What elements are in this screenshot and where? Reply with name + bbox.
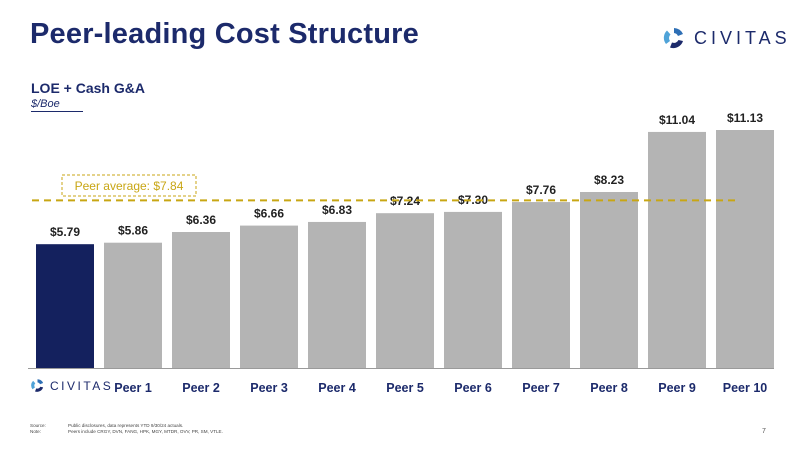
category-label: Peer 8 xyxy=(590,381,628,395)
category-label: Peer 10 xyxy=(723,381,768,395)
bar-peer-1 xyxy=(104,242,162,368)
category-label: Peer 3 xyxy=(250,381,288,395)
category-label: Peer 2 xyxy=(182,381,220,395)
bar-civitas xyxy=(36,244,94,368)
peer-average-label: Peer average: $7.84 xyxy=(75,179,184,193)
bar-peer-5 xyxy=(376,213,434,368)
value-label: $6.83 xyxy=(322,203,352,217)
value-label: $6.66 xyxy=(254,207,284,221)
bar-peer-3 xyxy=(240,225,298,368)
bar-peer-7 xyxy=(512,202,570,368)
source-label: Source: xyxy=(30,423,46,428)
category-label: Peer 7 xyxy=(522,381,560,395)
category-label-civitas: CIVITAS xyxy=(50,378,114,393)
value-label: $11.04 xyxy=(659,113,695,127)
note-text: Peers include CRGY, DVN, FANG, HPK, MGY,… xyxy=(68,429,223,434)
source-text: Public disclosures, data represents YTD … xyxy=(68,423,184,428)
page-number: 7 xyxy=(762,428,766,435)
chart-title: LOE + Cash G&A xyxy=(31,80,145,96)
bar-peer-10 xyxy=(716,130,774,368)
value-label: $6.36 xyxy=(186,213,216,227)
category-label: Peer 9 xyxy=(658,381,696,395)
value-label: $5.86 xyxy=(118,224,148,238)
category-label: Peer 6 xyxy=(454,381,492,395)
category-label: Peer 1 xyxy=(114,381,152,395)
bar-peer-6 xyxy=(444,211,502,368)
category-label: Peer 5 xyxy=(386,381,424,395)
civitas-logo-icon xyxy=(663,28,683,49)
chart-unit-label: $/Boe xyxy=(31,98,83,112)
value-label: $11.13 xyxy=(727,111,763,125)
bar-peer-8 xyxy=(580,192,638,368)
bar-peer-4 xyxy=(308,221,366,368)
peer-average-label-box xyxy=(61,174,197,197)
bar-peer-2 xyxy=(172,232,230,368)
category-label: Peer 4 xyxy=(318,381,356,395)
value-label: $8.23 xyxy=(594,173,624,187)
value-label: $7.76 xyxy=(526,183,556,197)
civitas-small-logo-icon xyxy=(31,379,44,392)
logo-text: CIVITAS xyxy=(694,27,791,48)
page-title: Peer-leading Cost Structure xyxy=(30,18,419,50)
peer-note: Note: Peers include CRGY, DVN, FANG, HPK… xyxy=(30,429,223,435)
source-note: Source: Public disclosures, data represe… xyxy=(30,423,223,429)
footnotes: Source: Public disclosures, data represe… xyxy=(30,423,223,435)
value-label: $5.79 xyxy=(50,225,80,239)
value-label: $7.30 xyxy=(458,193,488,207)
civitas-logo: CIVITAS xyxy=(662,24,791,52)
category-civitas-logo: CIVITAS xyxy=(30,378,113,393)
note-label: Note: xyxy=(30,429,41,434)
bar-peer-9 xyxy=(648,131,706,368)
